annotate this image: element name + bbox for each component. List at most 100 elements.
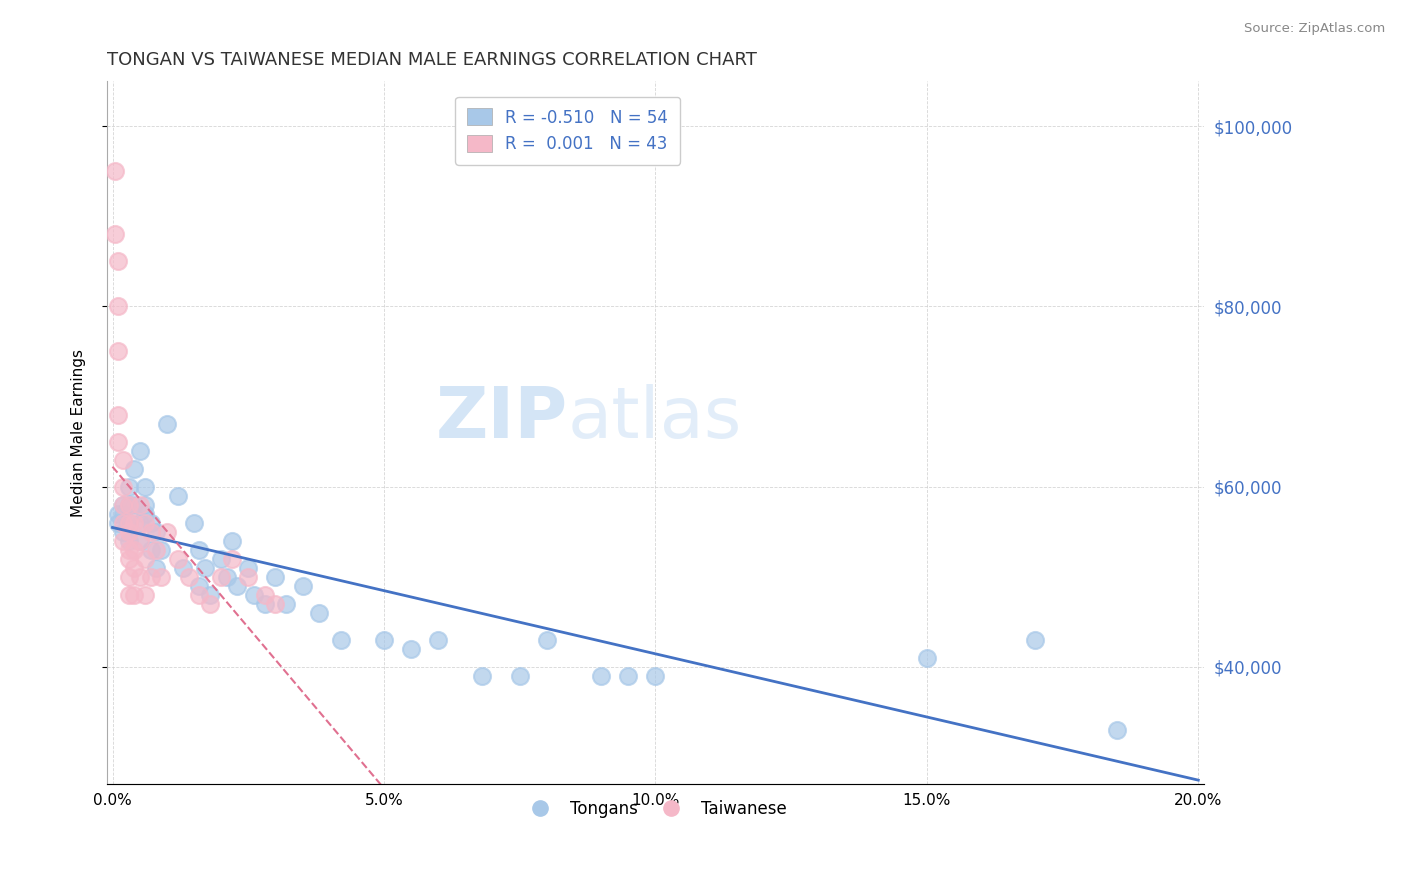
Point (139, 542, 162, 557)
Point (209, 551, 232, 566)
Point (308, 606, 330, 620)
Point (122, 516, 145, 530)
Point (264, 569, 287, 583)
Point (188, 542, 211, 557)
Point (107, 254, 129, 268)
Point (536, 632, 558, 647)
Point (128, 533, 150, 548)
Point (427, 632, 450, 647)
Point (118, 588, 141, 602)
Point (118, 516, 141, 530)
Point (107, 408, 129, 422)
Point (221, 533, 243, 548)
Point (644, 668, 666, 682)
Point (145, 524, 167, 539)
Text: ZIP: ZIP (436, 384, 568, 453)
Point (118, 498, 141, 512)
Point (112, 516, 135, 530)
Point (118, 524, 141, 539)
Point (238, 560, 260, 574)
Text: TONGAN VS TAIWANESE MEDIAN MALE EARNINGS CORRELATION CHART: TONGAN VS TAIWANESE MEDIAN MALE EARNINGS… (107, 51, 756, 69)
Point (139, 569, 162, 583)
Point (107, 434, 129, 449)
Point (471, 668, 494, 682)
Point (107, 344, 129, 359)
Point (122, 461, 145, 475)
Point (134, 551, 156, 566)
Point (209, 569, 232, 583)
Point (150, 569, 173, 583)
Point (172, 560, 194, 574)
Point (118, 551, 141, 566)
Point (591, 668, 613, 682)
Legend: Tongans, Taiwanese: Tongans, Taiwanese (517, 793, 794, 824)
Point (188, 588, 211, 602)
Point (1024, 632, 1046, 647)
Point (509, 668, 531, 682)
Point (134, 516, 156, 530)
Point (122, 542, 145, 557)
Point (291, 579, 314, 593)
Point (617, 668, 640, 682)
Point (112, 498, 135, 512)
Point (128, 533, 150, 548)
Point (118, 569, 141, 583)
Point (166, 551, 188, 566)
Point (112, 498, 135, 512)
Point (112, 452, 135, 467)
Point (139, 524, 162, 539)
Point (134, 588, 156, 602)
Point (915, 650, 938, 665)
Point (104, 164, 127, 178)
Point (238, 569, 260, 583)
Point (221, 551, 243, 566)
Point (134, 507, 156, 521)
Point (128, 498, 150, 512)
Point (107, 516, 129, 530)
Point (156, 524, 179, 539)
Point (118, 516, 141, 530)
Point (373, 632, 395, 647)
Point (145, 560, 167, 574)
Point (194, 560, 217, 574)
Point (122, 588, 145, 602)
Point (253, 597, 276, 611)
Point (215, 569, 238, 583)
Text: Source: ZipAtlas.com: Source: ZipAtlas.com (1244, 22, 1385, 36)
Point (112, 533, 135, 548)
Point (118, 498, 141, 512)
Point (118, 479, 141, 493)
Point (107, 507, 129, 521)
Point (134, 479, 156, 493)
Point (188, 579, 211, 593)
Point (177, 569, 200, 583)
Y-axis label: Median Male Earnings: Median Male Earnings (72, 349, 86, 516)
Point (128, 569, 150, 583)
Point (226, 579, 249, 593)
Point (253, 588, 276, 602)
Point (264, 597, 287, 611)
Point (150, 542, 173, 557)
Point (128, 516, 150, 530)
Point (112, 507, 135, 521)
Point (166, 489, 188, 503)
Point (128, 443, 150, 458)
Point (276, 597, 298, 611)
Text: atlas: atlas (568, 384, 742, 453)
Point (200, 597, 222, 611)
Point (145, 542, 167, 557)
Point (399, 641, 422, 656)
Point (242, 588, 264, 602)
Point (134, 498, 156, 512)
Point (122, 560, 145, 574)
Point (107, 300, 129, 314)
Point (139, 516, 162, 530)
Point (1105, 723, 1128, 737)
Point (200, 588, 222, 602)
Point (112, 479, 135, 493)
Point (183, 516, 205, 530)
Point (118, 542, 141, 557)
Point (156, 417, 179, 431)
Point (112, 524, 135, 539)
Point (122, 498, 145, 512)
